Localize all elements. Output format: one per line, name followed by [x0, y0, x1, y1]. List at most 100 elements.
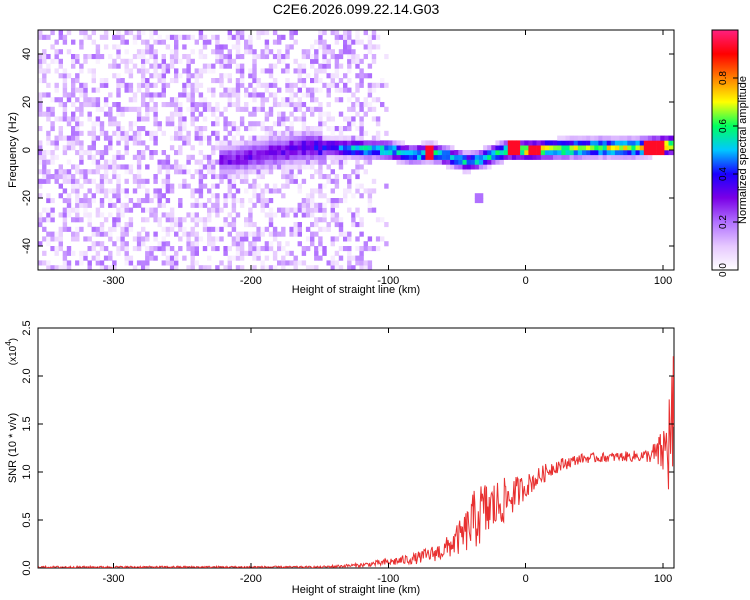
spectrogram-cell	[355, 159, 360, 165]
spectrogram-cell	[190, 241, 195, 247]
spectrogram-cell	[79, 217, 84, 223]
spectrogram-cell	[87, 68, 92, 74]
spectrogram-cell	[178, 183, 183, 189]
spectrogram-cell	[145, 106, 150, 112]
spectrogram-cell	[108, 226, 113, 232]
spectrogram-cell	[371, 106, 377, 112]
spectrogram-cell	[326, 198, 331, 204]
spectrogram-cell	[62, 102, 68, 108]
spectrogram-cell	[281, 121, 286, 127]
spectrogram-cell	[132, 246, 138, 252]
spectrogram-cell	[120, 246, 125, 252]
spectrogram-cell	[194, 241, 199, 247]
spectrogram-cell	[174, 78, 179, 84]
spectrogram-cell	[268, 212, 274, 218]
spectrogram-cell	[50, 150, 55, 156]
spectrogram-cell	[268, 265, 274, 270]
spectrogram-cell	[310, 145, 315, 151]
spectrogram-cell	[252, 111, 257, 117]
spectrogram-cell	[66, 226, 72, 232]
spectrogram-cell	[169, 260, 175, 266]
spectrogram-cell	[62, 174, 68, 180]
spectrogram-cell	[83, 97, 88, 103]
spectrogram-cell	[136, 183, 142, 189]
spectrogram-cell	[322, 202, 327, 208]
spectrogram-cell	[66, 198, 72, 204]
spectrogram-cell	[223, 87, 228, 93]
spectrogram-cell	[557, 150, 562, 156]
spectrogram-cell	[71, 178, 76, 184]
spectrogram-cell	[322, 226, 327, 232]
spectrogram-cell	[95, 106, 101, 112]
spectrogram-cell	[499, 154, 504, 160]
spectrogram-cell	[598, 135, 603, 141]
spectrogram-cell	[153, 231, 158, 237]
spectrogram-cell	[281, 135, 286, 141]
spectrogram-cell	[297, 145, 302, 151]
spectrogram-cell	[281, 183, 286, 189]
spectrogram-cell	[524, 140, 529, 146]
spectrogram-cell	[610, 135, 616, 141]
spectrogram-cell	[606, 145, 612, 151]
spectrogram-cell	[297, 241, 302, 247]
spectrogram-cell	[285, 150, 290, 156]
spectrogram-cell	[95, 150, 101, 156]
spectrogram-cell	[326, 150, 331, 156]
x-tick-label: -100	[377, 275, 399, 287]
spectrogram-cell	[145, 58, 150, 64]
spectrogram-cell	[149, 54, 154, 60]
spectrogram-cell	[396, 154, 401, 160]
spectrogram-cell	[235, 154, 241, 160]
spectrogram-cell	[375, 145, 381, 151]
spectrogram-cell	[256, 231, 261, 237]
spectrogram-cell	[392, 140, 397, 146]
spectrogram-cell	[145, 116, 150, 122]
spectrogram-cell	[99, 106, 105, 112]
spectrogram-cell	[347, 63, 352, 69]
spectrogram-cell	[83, 92, 88, 98]
spectrogram-cell	[103, 130, 109, 136]
spectrogram-cell	[174, 150, 179, 156]
spectrogram-cell	[79, 260, 84, 266]
spectrogram-cell	[437, 159, 443, 165]
spectrogram-cell	[367, 150, 373, 156]
spectrogram-cell	[421, 154, 426, 160]
spectrogram-cell	[334, 222, 340, 228]
spectrogram-cell	[421, 150, 426, 156]
spectrogram-cell	[305, 212, 311, 218]
spectrogram-cell	[165, 178, 171, 184]
spectrogram-cell	[120, 226, 125, 232]
spectrogram-cell	[120, 164, 125, 170]
spectrogram-cell	[132, 202, 138, 208]
spectrogram-cell	[223, 198, 228, 204]
spectrogram-cell	[231, 126, 237, 132]
spectrogram-cell	[343, 82, 348, 88]
spectrogram-cell	[355, 111, 360, 117]
spectrogram-cell	[244, 102, 249, 108]
spectrogram-cell	[244, 140, 249, 146]
spectrogram-cell	[219, 154, 224, 160]
spectrogram-cell	[227, 188, 232, 194]
spectrogram-cell	[322, 159, 327, 165]
spectrogram-cell	[219, 58, 224, 64]
spectrogram-cell	[161, 82, 166, 88]
spectrogram-cell	[347, 246, 352, 252]
spectrogram-cell	[186, 246, 191, 252]
spectrogram-cell	[244, 174, 249, 180]
spectrogram-cell	[458, 164, 463, 170]
spectrogram-cell	[145, 111, 150, 117]
spectrogram-cell	[334, 97, 340, 103]
spectrogram-cell	[207, 68, 212, 74]
spectrogram-cell	[38, 58, 43, 64]
spectrogram-cell	[66, 116, 72, 122]
spectrogram-cell	[285, 169, 290, 175]
spectrogram-cell	[99, 154, 105, 160]
spectrogram-cell	[112, 58, 117, 64]
spectrogram-cell	[343, 193, 348, 199]
spectrogram-cell	[128, 222, 134, 228]
spectrogram-cell	[99, 188, 105, 194]
spectrogram-cell	[116, 178, 121, 184]
spectrogram-cell	[594, 150, 599, 156]
spectrogram-cell	[157, 34, 162, 40]
spectrogram-cell	[507, 145, 513, 151]
